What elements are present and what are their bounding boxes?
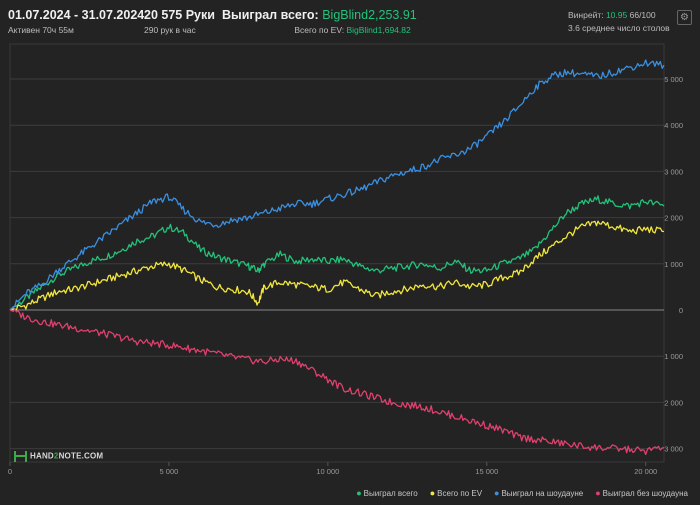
hands-block: 20 575 Руки 290 рук в час [144, 8, 215, 35]
winrate-rest: 66/100 [629, 10, 656, 20]
ev-total-value: BigBlind1,694.82 [346, 25, 411, 35]
y-tick-label: 4 000 [664, 121, 683, 130]
y-tick-label: 1 000 [664, 352, 683, 361]
gear-icon[interactable]: ⚙ [677, 10, 692, 25]
y-tick-label: 5 000 [664, 75, 683, 84]
series-line [9, 195, 665, 311]
won-total-value: BigBlind2,253.91 [322, 8, 417, 22]
logo-text-1: HAND [30, 451, 54, 461]
legend-label: Выиграл на шоудауне [501, 489, 584, 498]
plot-frame [9, 43, 665, 463]
avg-tables: 3.6 среднее число столов [568, 23, 670, 33]
ev-total: Всего по EV: BigBlind1,694.82 [222, 25, 417, 35]
legend-item[interactable]: ● Выиграл без шоудауна [595, 488, 688, 498]
series-line [9, 308, 665, 456]
legend-item[interactable]: ● Всего по EV [429, 488, 483, 498]
x-tick-label: 5 000 [160, 467, 179, 476]
y-tick-label: 1 000 [664, 260, 683, 269]
series-line [9, 59, 665, 311]
x-tick-label: 20 000 [634, 467, 657, 476]
active-time: Активен 70ч 55м [8, 25, 74, 35]
hands-count: 20 575 Руки [144, 8, 215, 22]
legend-dot-icon: ● [356, 488, 362, 498]
logo: HAND2NOTE.COM [14, 451, 103, 462]
legend-label: Выиграл всего [363, 489, 418, 498]
won-total: Выиграл всего: BigBlind2,253.91 [222, 8, 417, 22]
hands-per-hour: 290 рук в час [144, 25, 196, 35]
legend-dot-icon: ● [429, 488, 436, 498]
chart-legend: ● Выиграл всего ● Всего по EV ● Выиграл на шо… [344, 488, 688, 498]
won-block: Выиграл всего: BigBlind2,253.91 Всего по… [222, 8, 417, 35]
legend-dot-icon: ● [595, 488, 601, 498]
legend-item[interactable]: ● Выиграл всего [356, 488, 418, 498]
y-tick-label: 2 000 [664, 214, 683, 223]
winrate-value: 10.95 [605, 10, 628, 20]
legend-label: Выиграл без шоудауна [602, 489, 688, 498]
winrate: Винрейт: 10.95 66/100 [568, 10, 670, 20]
y-tick-label: 3 000 [664, 167, 683, 176]
ev-total-label: Всего по EV: [294, 25, 345, 35]
x-tick-label: 0 [8, 467, 12, 476]
x-tick-label: 10 000 [316, 467, 339, 476]
y-tick-label: 2 000 [664, 398, 683, 407]
won-total-label: Выиграл всего: [222, 8, 319, 22]
logo-text-2: 2 [53, 451, 59, 461]
y-tick-label: 0 [679, 306, 683, 315]
logo-text-3: NOTE.COM [58, 451, 104, 461]
legend-dot-icon: ● [494, 488, 500, 498]
legend-item[interactable]: ● Выиграл на шоудауне [494, 488, 584, 498]
logo-icon [14, 451, 27, 462]
date-range[interactable]: 01.07.2024 - 31.07.2024 [8, 8, 145, 22]
stats-header: 01.07.2024 - 31.07.2024 Активен 70ч 55м … [8, 8, 692, 42]
x-tick-label: 15 000 [475, 467, 498, 476]
period-block: 01.07.2024 - 31.07.2024 Активен 70ч 55м [8, 8, 144, 35]
winrate-label: Винрейт: [568, 10, 604, 20]
y-tick-label: 3 000 [664, 445, 683, 454]
legend-label: Всего по EV [437, 489, 483, 498]
winrate-block: Винрейт: 10.95 66/100 3.6 среднее число … [568, 10, 670, 33]
series-line [9, 220, 665, 311]
